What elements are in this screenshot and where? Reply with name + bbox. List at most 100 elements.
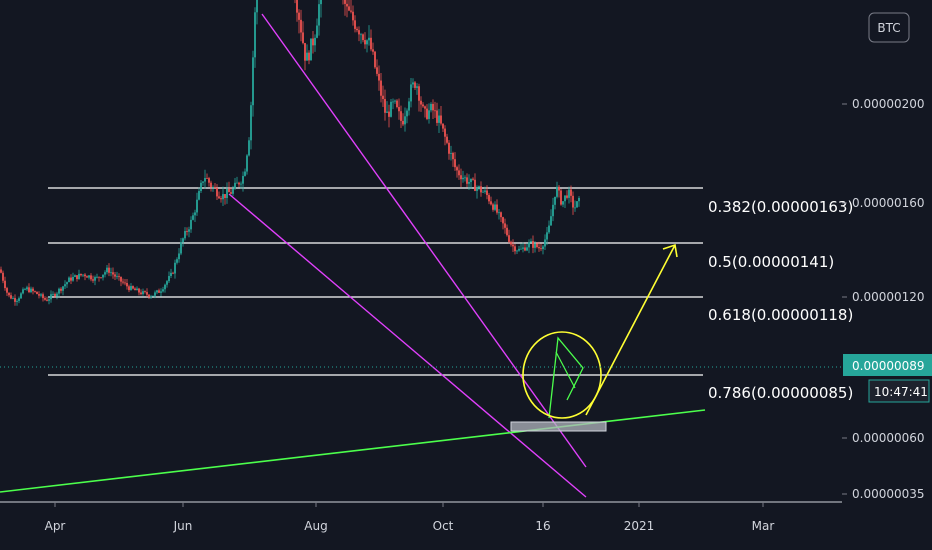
candle-body bbox=[388, 111, 390, 117]
candle-body bbox=[216, 187, 218, 197]
candle-body bbox=[476, 187, 478, 191]
candle-body bbox=[448, 142, 450, 154]
candle-body bbox=[34, 291, 36, 292]
candle-body bbox=[22, 289, 24, 294]
candle-body bbox=[162, 289, 164, 292]
candle-body bbox=[452, 153, 454, 160]
candle-body bbox=[560, 190, 562, 205]
target-arrow-shaft bbox=[585, 244, 676, 416]
candle-body bbox=[100, 277, 102, 279]
candle-body bbox=[320, 0, 322, 5]
candle-body bbox=[306, 52, 308, 61]
candle-body bbox=[168, 276, 170, 282]
candle-body bbox=[428, 110, 430, 119]
candle-body bbox=[460, 175, 462, 180]
fib-label: 0.786(0.00000085) bbox=[708, 384, 853, 402]
candle-body bbox=[104, 272, 106, 275]
candle-body bbox=[538, 247, 540, 249]
candle-body bbox=[572, 195, 574, 208]
candle-body bbox=[490, 201, 492, 205]
candle-body bbox=[212, 186, 214, 188]
candle-body bbox=[108, 267, 110, 273]
candle-body bbox=[382, 95, 384, 100]
candle-body bbox=[152, 295, 154, 297]
candle-body bbox=[174, 262, 176, 274]
candle-body bbox=[220, 198, 222, 200]
candle-body bbox=[190, 219, 192, 230]
candle-body bbox=[412, 82, 414, 85]
candle-body bbox=[194, 212, 196, 216]
candle-body bbox=[204, 178, 206, 182]
candle-body bbox=[186, 231, 188, 232]
x-tick-label: Aug bbox=[304, 519, 327, 533]
candle-body bbox=[8, 292, 10, 296]
candle-body bbox=[478, 186, 480, 188]
candle-body bbox=[26, 287, 28, 290]
candle-body bbox=[240, 183, 242, 185]
candle-body bbox=[548, 225, 550, 233]
countdown-badge bbox=[868, 379, 930, 403]
candle-body bbox=[196, 199, 198, 213]
candle-body bbox=[132, 286, 134, 289]
candle-body bbox=[386, 111, 388, 113]
candle-body bbox=[298, 12, 300, 20]
x-tick-label: 2021 bbox=[624, 519, 655, 533]
candle-body bbox=[440, 115, 442, 124]
candle-body bbox=[120, 276, 122, 282]
candle-body bbox=[348, 6, 350, 11]
candle-body bbox=[512, 244, 514, 247]
bull-flag bbox=[548, 336, 584, 419]
candle-body bbox=[38, 294, 40, 296]
candle-body bbox=[250, 105, 252, 141]
currency-label: BTC bbox=[877, 21, 900, 35]
y-tick-label: 0.00000060 bbox=[852, 431, 925, 445]
candle-body bbox=[416, 86, 418, 88]
candle-body bbox=[484, 190, 486, 192]
bull-flag-inner bbox=[555, 351, 576, 389]
candle-body bbox=[438, 115, 440, 123]
candle-body bbox=[462, 177, 464, 180]
candle-body bbox=[84, 274, 86, 277]
candle-body bbox=[472, 178, 474, 180]
x-tick-label: Jun bbox=[173, 519, 193, 533]
candle-body bbox=[116, 276, 118, 278]
candle-body bbox=[138, 288, 140, 293]
candle-body bbox=[10, 295, 12, 299]
candle-body bbox=[72, 276, 74, 281]
candle-body bbox=[458, 170, 460, 176]
candle-body bbox=[20, 293, 22, 299]
candle-body bbox=[246, 155, 248, 172]
candle-body bbox=[364, 40, 366, 45]
candle-body bbox=[128, 286, 130, 291]
candle-body bbox=[252, 57, 254, 106]
candle-body bbox=[380, 80, 382, 96]
x-tick-label: Apr bbox=[45, 519, 66, 533]
candle-body bbox=[532, 241, 534, 248]
candle-body bbox=[544, 239, 546, 247]
candle-body bbox=[442, 123, 444, 129]
candle-body bbox=[426, 108, 428, 119]
candle-body bbox=[62, 286, 64, 291]
candle-body bbox=[350, 10, 352, 12]
candle-body bbox=[546, 232, 548, 240]
fib-label: 0.618(0.00000118) bbox=[708, 306, 853, 324]
candle-body bbox=[454, 159, 456, 168]
candle-body bbox=[368, 37, 370, 41]
candle-body bbox=[434, 110, 436, 112]
candle-body bbox=[392, 101, 394, 103]
candle-body bbox=[192, 215, 194, 220]
candle-body bbox=[346, 3, 348, 7]
candle-body bbox=[28, 287, 30, 293]
candle-body bbox=[0, 269, 2, 273]
candle-body bbox=[482, 191, 484, 193]
candle-body bbox=[516, 250, 518, 252]
candle-body bbox=[44, 298, 46, 300]
candle-body bbox=[36, 291, 38, 295]
candle-body bbox=[230, 192, 232, 194]
candle-body bbox=[166, 281, 168, 285]
candle-body bbox=[198, 191, 200, 200]
candle-body bbox=[6, 288, 8, 293]
